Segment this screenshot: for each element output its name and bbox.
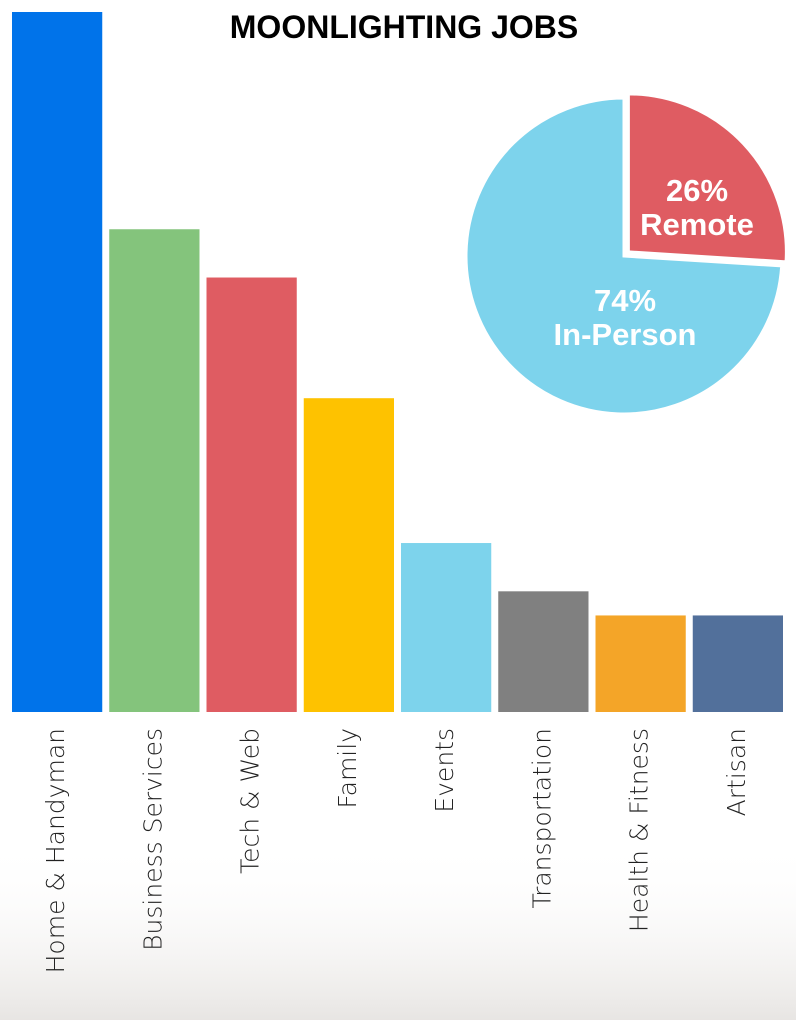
slice-label: In-Person [554,317,697,352]
x-tick-label: Home & Handyman [41,728,70,973]
background [0,840,796,1020]
x-tick-label: Tech & Web [236,728,265,874]
bar [401,543,492,712]
x-tick-label: Family [333,728,362,808]
bar [12,12,103,712]
bar [206,277,297,712]
bar [303,398,394,712]
slice-value-label: 74% [594,283,656,318]
x-tick-label: Artisan [722,728,751,816]
bar [498,591,589,712]
slice-label: Remote [640,207,754,242]
x-tick-label: Health & Fitness [625,728,654,932]
bar [109,229,200,712]
x-tick-label: Transportation [527,728,556,909]
pie-slice [464,96,784,416]
x-tick-label: Events [430,728,459,813]
slice-value-label: 26% [666,173,728,208]
bar [692,615,783,712]
x-tick-label: Business Services [138,728,167,951]
bar [595,615,686,712]
chart-title: MOONLIGHTING JOBS [230,9,578,45]
pie-slice [626,92,788,264]
